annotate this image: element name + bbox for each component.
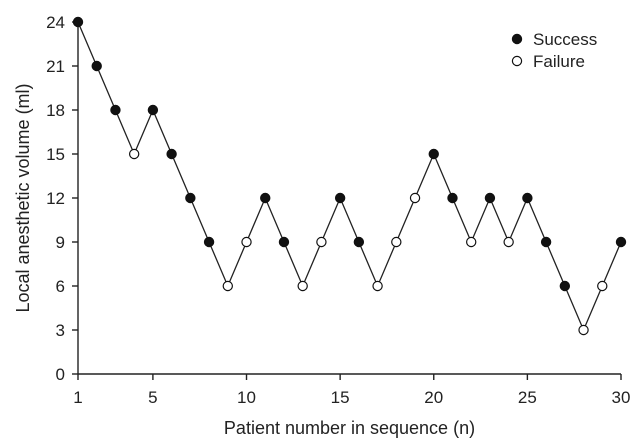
y-tick-label: 21 [46, 57, 65, 76]
y-tick-label: 15 [46, 145, 65, 164]
y-tick-label: 3 [56, 321, 65, 340]
data-point-failure [391, 236, 402, 248]
data-point-failure [372, 280, 383, 292]
legend: Success Failure [511, 30, 597, 71]
data-point-success [484, 192, 496, 204]
data-point-failure [503, 236, 514, 248]
x-tick-label: 25 [518, 388, 537, 407]
legend-success-marker [511, 33, 523, 45]
data-point-success [278, 236, 290, 248]
data-point-failure [297, 280, 308, 292]
data-point-success [185, 192, 196, 204]
x-tick-label: 30 [612, 388, 631, 407]
data-point-success [91, 60, 102, 72]
data-point-success [166, 148, 177, 160]
data-point-failure [466, 236, 477, 248]
data-point-failure [597, 280, 608, 292]
data-point-success [334, 192, 346, 204]
data-point-failure [316, 236, 327, 248]
data-point-failure [222, 280, 233, 292]
data-point-success [447, 192, 458, 204]
data-point-success [72, 16, 84, 28]
y-tick-label: 12 [46, 189, 65, 208]
y-tick-label: 9 [56, 233, 65, 252]
x-tick-label: 10 [237, 388, 256, 407]
data-point-success [540, 236, 552, 248]
data-point-failure [241, 236, 252, 248]
data-point-success [615, 236, 627, 248]
x-axis-title: Patient number in sequence (n) [224, 418, 475, 438]
data-point-failure [578, 324, 589, 336]
data-point-failure [128, 148, 140, 160]
x-tick-label: 20 [424, 388, 443, 407]
y-tick-label: 18 [46, 101, 65, 120]
x-ticks: 1 5 10 15 20 25 30 [73, 374, 630, 407]
x-tick-label: 1 [73, 388, 82, 407]
x-tick-label: 15 [331, 388, 350, 407]
data-point-failure [409, 192, 421, 204]
series-line [77, 21, 622, 332]
data-point-success [147, 104, 159, 116]
data-point-success [522, 192, 533, 204]
y-tick-label: 24 [46, 13, 65, 32]
legend-success-label: Success [533, 30, 597, 49]
data-point-success [110, 104, 121, 116]
data-point-success [559, 280, 571, 292]
data-points [72, 16, 627, 336]
data-point-success [428, 148, 439, 160]
x-tick-label: 5 [148, 388, 157, 407]
y-tick-label: 6 [56, 277, 65, 296]
y-axis-title: Local anesthetic volume (ml) [13, 83, 33, 312]
y-tick-label: 0 [56, 365, 65, 384]
data-point-success [203, 236, 215, 248]
legend-failure-marker [511, 55, 523, 67]
data-point-success [353, 236, 365, 248]
legend-failure-label: Failure [533, 52, 585, 71]
y-ticks: 0 3 6 9 12 15 18 21 24 [46, 13, 78, 384]
data-point-success [260, 192, 271, 204]
